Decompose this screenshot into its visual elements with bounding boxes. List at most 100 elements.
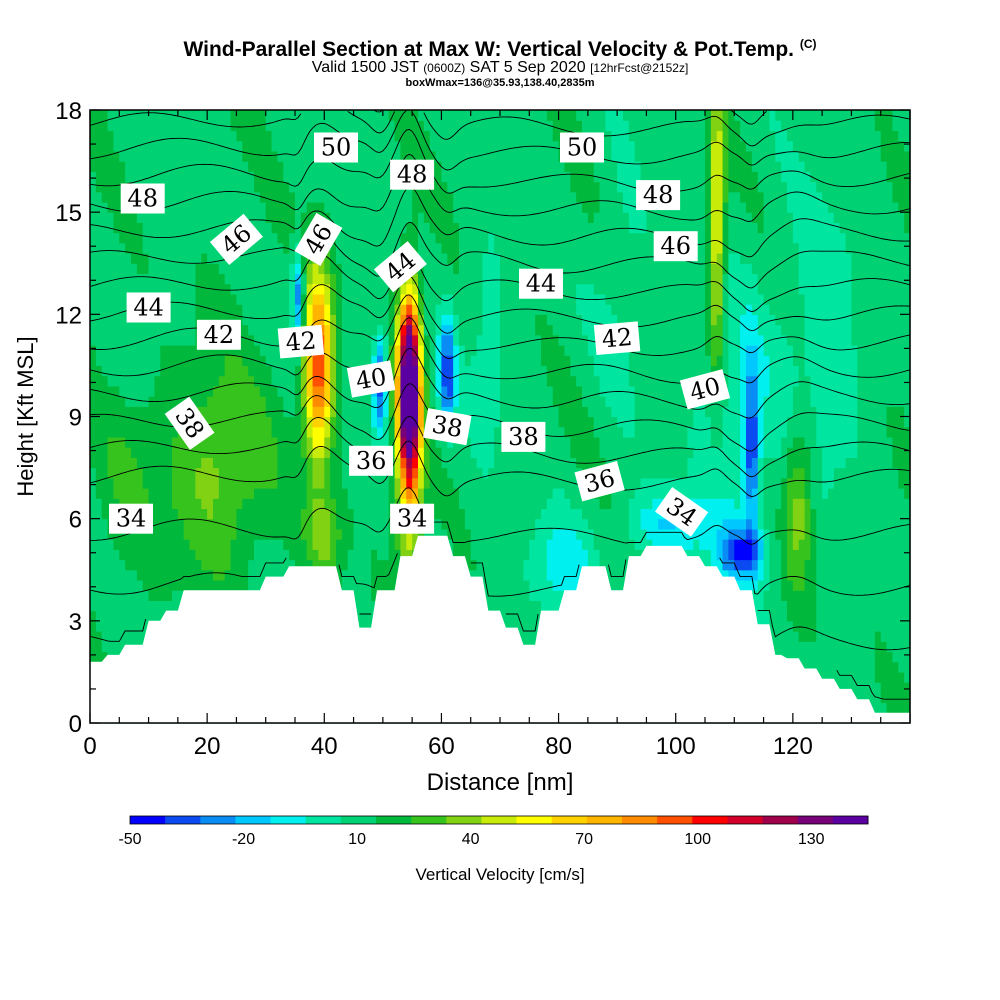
w-cell bbox=[388, 140, 396, 152]
w-cell bbox=[470, 569, 478, 581]
w-cell bbox=[529, 324, 536, 336]
w-cell bbox=[570, 549, 577, 561]
w-cell bbox=[511, 150, 519, 162]
w-cell bbox=[558, 355, 566, 367]
w-cell bbox=[131, 498, 138, 510]
w-cell bbox=[230, 263, 238, 275]
w-cell bbox=[377, 518, 384, 530]
w-cell bbox=[505, 324, 513, 336]
w-cell bbox=[312, 283, 320, 295]
w-cell bbox=[570, 355, 577, 367]
w-cell bbox=[511, 253, 519, 264]
w-cell bbox=[570, 201, 577, 213]
w-cell bbox=[529, 631, 536, 642]
w-cell bbox=[341, 569, 349, 581]
w-cell bbox=[271, 569, 279, 581]
w-cell bbox=[511, 539, 519, 550]
w-cell bbox=[453, 334, 460, 346]
w-cell bbox=[564, 181, 571, 193]
w-cell bbox=[546, 171, 554, 183]
w-cell bbox=[125, 242, 132, 254]
w-cell bbox=[195, 488, 202, 499]
w-cell bbox=[136, 426, 144, 438]
w-cell bbox=[136, 222, 144, 234]
w-cell bbox=[505, 549, 513, 561]
w-cell bbox=[183, 201, 191, 213]
w-cell bbox=[476, 508, 484, 520]
w-cell bbox=[359, 528, 366, 540]
w-cell bbox=[394, 416, 402, 428]
w-cell bbox=[453, 242, 460, 254]
w-cell bbox=[259, 447, 267, 458]
w-cell bbox=[365, 620, 372, 632]
w-cell bbox=[90, 559, 97, 571]
w-cell bbox=[517, 549, 525, 561]
w-cell bbox=[564, 518, 571, 530]
w-cell bbox=[125, 171, 132, 183]
w-cell bbox=[517, 498, 525, 510]
w-cell bbox=[172, 181, 179, 193]
w-cell bbox=[119, 120, 126, 132]
w-cell bbox=[546, 375, 554, 387]
w-cell bbox=[189, 518, 197, 530]
w-cell bbox=[459, 181, 466, 193]
w-cell bbox=[476, 539, 484, 550]
w-cell bbox=[371, 130, 378, 142]
w-cell bbox=[523, 232, 530, 244]
w-cell bbox=[265, 426, 273, 438]
w-cell bbox=[459, 273, 466, 285]
w-cell bbox=[324, 385, 331, 397]
w-cell bbox=[271, 436, 279, 448]
w-cell bbox=[236, 171, 243, 183]
w-cell bbox=[312, 396, 320, 407]
w-cell bbox=[365, 334, 372, 346]
w-cell bbox=[517, 610, 525, 622]
w-cell bbox=[377, 212, 384, 223]
w-cell bbox=[95, 130, 103, 142]
w-cell bbox=[306, 447, 314, 458]
w-cell bbox=[505, 365, 513, 377]
w-cell bbox=[505, 457, 513, 469]
w-cell bbox=[289, 191, 296, 203]
w-cell bbox=[511, 620, 519, 632]
w-cell bbox=[382, 416, 390, 428]
w-cell bbox=[447, 222, 454, 234]
w-cell bbox=[470, 528, 478, 540]
w-cell bbox=[166, 396, 173, 407]
w-cell bbox=[341, 324, 349, 336]
w-cell bbox=[119, 334, 126, 346]
w-cell bbox=[418, 120, 425, 132]
w-cell bbox=[353, 324, 361, 336]
w-cell bbox=[213, 273, 220, 285]
w-cell bbox=[113, 314, 120, 326]
w-cell bbox=[295, 508, 302, 520]
w-cell bbox=[306, 191, 314, 203]
w-cell bbox=[418, 110, 425, 121]
w-cell bbox=[558, 518, 566, 530]
w-cell bbox=[90, 651, 97, 663]
w-cell bbox=[406, 130, 413, 142]
w-cell bbox=[131, 110, 138, 121]
w-cell bbox=[341, 559, 349, 571]
w-cell bbox=[125, 631, 132, 642]
w-cell bbox=[254, 273, 261, 285]
w-cell bbox=[136, 610, 144, 622]
w-cell bbox=[464, 355, 472, 367]
w-cell bbox=[295, 467, 302, 479]
w-cell bbox=[353, 539, 361, 550]
w-cell bbox=[359, 436, 366, 448]
w-cell bbox=[119, 426, 126, 438]
w-cell bbox=[552, 212, 560, 223]
w-cell bbox=[570, 171, 577, 183]
w-cell bbox=[183, 253, 191, 264]
w-cell bbox=[394, 120, 402, 132]
w-cell bbox=[394, 498, 402, 510]
w-cell bbox=[482, 559, 489, 571]
w-cell bbox=[189, 467, 197, 479]
w-cell bbox=[535, 590, 542, 601]
w-cell bbox=[218, 467, 226, 479]
w-cell bbox=[289, 130, 296, 142]
w-cell bbox=[101, 631, 109, 642]
w-cell bbox=[552, 130, 560, 142]
w-cell bbox=[324, 344, 331, 356]
